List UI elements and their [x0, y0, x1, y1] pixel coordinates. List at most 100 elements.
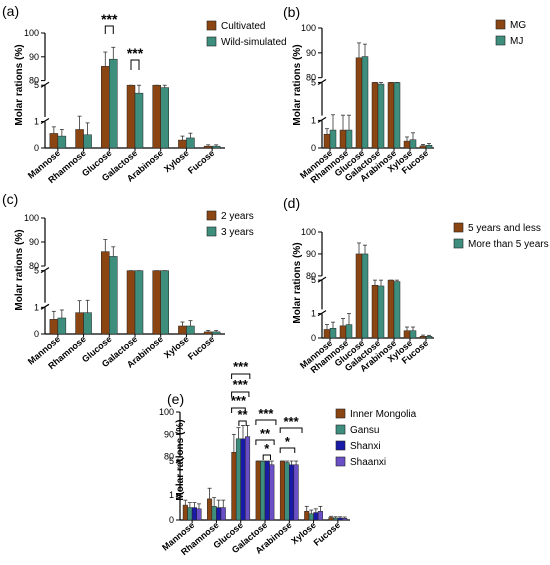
sig-stars: **	[260, 426, 271, 441]
sig-bracket	[279, 427, 303, 433]
bar	[355, 253, 363, 339]
bar	[342, 518, 348, 521]
bar	[49, 319, 59, 335]
bar	[186, 325, 195, 335]
x-tick-label: Fucose	[186, 334, 217, 362]
bar	[317, 511, 323, 521]
bar	[178, 139, 187, 149]
bar	[255, 460, 261, 521]
panel-label: (b)	[283, 4, 300, 20]
y-tick-label: 100	[301, 23, 316, 33]
y-tick-label: 5	[169, 456, 174, 466]
y-tick-label: 0	[34, 329, 39, 339]
y-axis-title: Molar rations (%)	[14, 229, 25, 310]
panel-c: (c)Molar rations (%)0158090100MannoseRha…	[2, 191, 254, 371]
sig-stars: ***	[258, 406, 274, 421]
y-tick-label: 1	[311, 309, 316, 319]
y-tick-label: 100	[24, 28, 39, 38]
y-tick-label: 1	[169, 490, 174, 500]
sig-bracket	[231, 391, 250, 397]
y-tick-label: 80	[164, 452, 174, 462]
bar	[371, 284, 379, 339]
legend-label: MJ	[510, 36, 523, 47]
legend-label: MG	[510, 20, 526, 31]
bar	[187, 507, 193, 521]
bar	[196, 508, 202, 521]
bar	[313, 512, 319, 521]
bar	[361, 56, 369, 149]
bar	[207, 498, 213, 521]
legend-swatch	[495, 19, 506, 30]
legend-label: Cultivated	[221, 21, 265, 32]
bar	[308, 513, 314, 521]
bar	[393, 82, 401, 149]
bar	[279, 460, 285, 521]
bar	[126, 84, 136, 149]
bar	[75, 312, 84, 335]
bar	[57, 135, 67, 149]
bar	[160, 270, 169, 335]
legend-swatch	[335, 456, 346, 467]
y-tick-label: 100	[159, 407, 174, 417]
panel-label: (a)	[2, 3, 19, 19]
sig-stars: ***	[233, 359, 249, 374]
bar	[211, 145, 221, 149]
y-tick-label: 90	[306, 48, 316, 58]
legend-swatch	[495, 35, 506, 46]
legend-label: 5 years and less	[468, 223, 541, 234]
bar	[337, 517, 343, 521]
bar	[403, 330, 411, 339]
sig-bracket	[238, 420, 247, 426]
y-tick-label: 5	[311, 77, 316, 87]
panel-b: (b)Molar rations (%)0158090100MannoseRha…	[283, 4, 526, 185]
bar	[355, 57, 363, 149]
bar	[211, 331, 221, 335]
bar	[409, 330, 417, 339]
y-tick-label: 1	[34, 117, 39, 127]
legend-label: Shanxi	[350, 441, 381, 452]
bar	[101, 66, 110, 149]
sig-stars: *	[264, 441, 270, 456]
y-tick-label: 90	[306, 249, 316, 259]
bar	[126, 270, 136, 335]
panel-label: (d)	[283, 195, 300, 211]
bar	[409, 139, 417, 149]
legend-swatch	[206, 36, 217, 47]
bar	[361, 253, 369, 339]
bar	[211, 506, 217, 521]
bar	[178, 325, 187, 335]
legend-label: Shaanxi	[350, 457, 386, 468]
bar	[425, 336, 433, 339]
panel-d: (d)Molar rations (%)0158090100MannoseRha…	[283, 195, 549, 375]
bar	[393, 281, 401, 339]
bar	[264, 460, 270, 521]
legend-label: 3 years	[221, 227, 254, 238]
bar	[260, 460, 266, 521]
y-tick-label: 1	[311, 115, 316, 125]
sig-stars: ***	[127, 45, 144, 61]
legend-swatch	[335, 424, 346, 435]
bar	[75, 129, 84, 149]
bar	[329, 327, 337, 339]
y-tick-label: 5	[34, 266, 39, 276]
bar	[323, 133, 331, 149]
bar	[419, 336, 427, 339]
bar	[387, 279, 395, 339]
bar	[293, 464, 299, 521]
y-tick-label: 80	[306, 73, 316, 83]
bar	[339, 129, 347, 149]
bar	[419, 145, 427, 149]
bar	[345, 324, 353, 339]
bar	[323, 329, 331, 339]
sig-stars: ***	[233, 377, 249, 392]
panel-a: (a)Molar rations (%)0158090100MannoseRha…	[2, 3, 287, 185]
y-tick-label: 0	[169, 515, 174, 525]
sig-bracket	[255, 439, 275, 445]
y-tick-label: 0	[34, 143, 39, 153]
y-tick-label: 5	[34, 80, 39, 90]
bar	[231, 451, 237, 521]
bar	[203, 145, 213, 149]
bar	[109, 58, 118, 149]
bar	[377, 285, 385, 339]
bar	[134, 270, 144, 335]
